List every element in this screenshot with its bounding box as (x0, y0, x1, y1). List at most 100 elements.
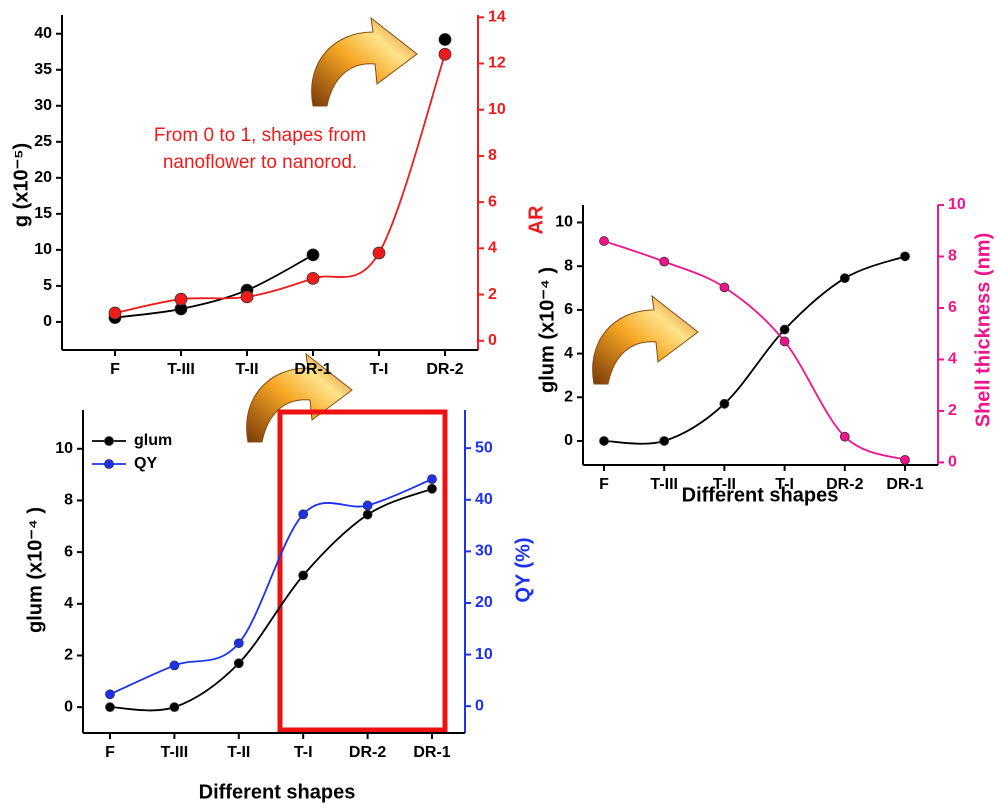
x-tick-label: DR-2 (426, 361, 463, 378)
x-tick-label: F (105, 744, 115, 761)
data-point (105, 702, 115, 713)
data-point (719, 398, 730, 409)
annotation: nanoflower to nanorod. (163, 152, 357, 173)
y2-tick-label: 8 (948, 248, 957, 265)
data-point (659, 436, 670, 446)
x-tick-label: F (110, 361, 120, 378)
data-point (108, 306, 122, 320)
data-point (599, 236, 609, 246)
x-tick-label: T-III (650, 476, 678, 493)
y2-axis-label: AR (525, 205, 547, 234)
data-point (779, 336, 790, 347)
y-tick-label: 4 (564, 345, 573, 362)
y-tick-label: 8 (564, 257, 573, 274)
data-point (298, 509, 309, 520)
series-line (109, 478, 433, 696)
legend-label: QY (134, 455, 157, 472)
x-axis-label: Different shapes (682, 484, 839, 506)
data-point (362, 500, 373, 511)
y2-tick-label: 6 (488, 193, 497, 210)
x-tick-label: F (599, 476, 609, 493)
data-point (438, 33, 452, 46)
series-line (603, 255, 906, 445)
data-point (779, 324, 790, 335)
data-point (719, 282, 730, 293)
data-point (900, 454, 910, 465)
data-point (306, 271, 320, 285)
data-point (659, 256, 670, 267)
y-axis-label: glum (x10⁻⁴ ) (24, 507, 46, 633)
y2-tick-label: 4 (488, 240, 497, 257)
data-point (169, 660, 180, 671)
data-point (233, 658, 244, 669)
x-tick-label: T-II (235, 361, 258, 378)
y-tick-label: 30 (34, 97, 52, 114)
y2-tick-label: 6 (948, 299, 957, 316)
data-point (372, 246, 386, 260)
y-tick-label: 5 (43, 277, 52, 294)
data-point (169, 702, 180, 713)
data-point (298, 570, 309, 581)
y-tick-label: 10 (55, 440, 73, 457)
data-point (839, 431, 850, 442)
annotation: From 0 to 1, shapes from (154, 125, 366, 146)
y-tick-label: 35 (34, 61, 52, 78)
legend-label: glum (134, 432, 172, 449)
data-point (839, 273, 850, 284)
x-axis-label: Different shapes (199, 781, 356, 803)
y2-tick-label: 10 (488, 101, 506, 118)
x-tick-label: DR-2 (826, 476, 863, 493)
y2-tick-label: 2 (948, 402, 957, 419)
y-tick-label: 25 (34, 133, 52, 150)
decor-arrow (311, 17, 418, 107)
legend-marker (104, 436, 114, 446)
series-line (114, 254, 314, 319)
y-axis-label: glum (x10⁻⁴ ) (536, 267, 558, 393)
y-tick-label: 0 (564, 432, 573, 449)
x-tick-label: T-II (713, 476, 736, 493)
y2-tick-label: 40 (475, 491, 493, 508)
y-tick-label: 8 (64, 492, 73, 509)
y-tick-label: 10 (555, 214, 573, 231)
legend-marker (104, 459, 114, 469)
data-point (105, 689, 115, 700)
data-point (599, 436, 609, 446)
data-point (240, 290, 254, 304)
x-tick-label: DR-2 (349, 744, 386, 761)
data-point (427, 483, 437, 494)
y-tick-label: 4 (64, 595, 73, 612)
x-tick-label: T-II (227, 744, 250, 761)
series-line (109, 487, 433, 712)
y2-tick-label: 0 (488, 332, 497, 349)
data-point (306, 248, 320, 262)
y-tick-label: 2 (564, 388, 573, 405)
decor-arrow (592, 295, 699, 385)
highlight-box (277, 409, 448, 733)
y-tick-label: 0 (64, 698, 73, 715)
x-tick-label: DR-1 (413, 744, 450, 761)
y2-tick-label: 30 (475, 543, 493, 560)
y2-tick-label: 10 (948, 196, 966, 213)
x-tick-label: T-I (294, 744, 313, 761)
y-tick-label: 0 (43, 313, 52, 330)
y2-tick-label: 2 (488, 286, 497, 303)
y-tick-label: 2 (64, 647, 73, 664)
data-point (438, 47, 452, 61)
x-tick-label: T-III (161, 744, 189, 761)
y2-tick-label: 50 (475, 439, 493, 456)
x-tick-label: DR-1 (886, 476, 923, 493)
series-line (603, 240, 906, 461)
y2-tick-label: 20 (475, 594, 493, 611)
data-point (362, 509, 373, 520)
y2-tick-label: 14 (488, 9, 506, 26)
y2-tick-label: 12 (488, 55, 506, 72)
y-axis-label: g (x10⁻⁵) (10, 143, 32, 227)
y-tick-label: 15 (34, 205, 52, 222)
y2-tick-label: 0 (948, 454, 957, 471)
x-tick-label: T-III (167, 361, 195, 378)
y-tick-label: 6 (64, 543, 73, 560)
y2-tick-label: 10 (475, 646, 493, 663)
y-tick-label: 40 (34, 25, 52, 42)
y-tick-label: 20 (34, 169, 52, 186)
y-tick-label: 6 (564, 301, 573, 318)
